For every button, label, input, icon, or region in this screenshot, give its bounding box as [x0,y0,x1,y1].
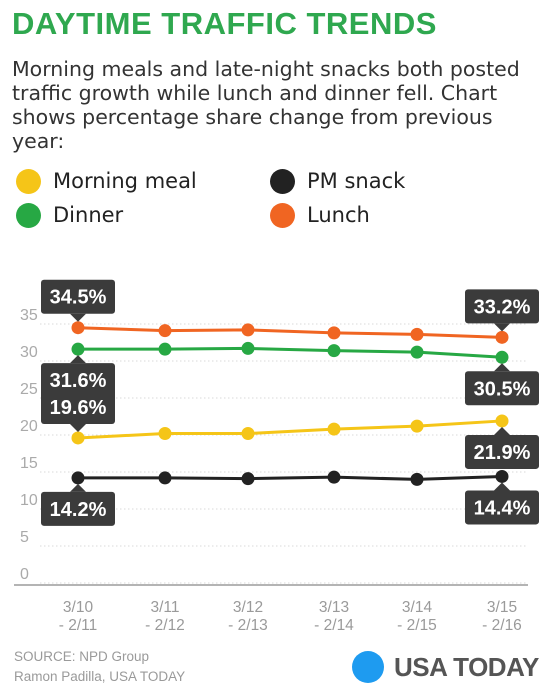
legend: Morning meal PM snack Dinner Lunch [16,166,536,236]
callout-morning-meal-5-pointer [494,426,510,435]
callout-dinner-0-pointer [70,355,86,364]
callout-pm-snack-5-label: 14.4% [474,497,531,519]
line-chart: 0 5 10 15 20 25 30 35 3/10- 2/11 3/11- 2/12 3/12- … [14,279,539,634]
data-point-morning-meal-3 [327,422,341,436]
callout-pm-snack-5-box [465,490,539,525]
callout-dinner-5-box [465,371,539,406]
data-point-lunch-2 [241,323,255,337]
data-point-dinner-0 [71,342,85,356]
legend-item-lunch: Lunch [270,200,370,230]
data-point-dinner-1 [158,342,172,356]
callout-lunch-0-box [41,279,115,314]
legend-label-lunch: Lunch [307,203,370,227]
data-point-lunch-0 [71,321,85,335]
callout-pm-snack-5: 14.4% [465,482,539,525]
source-credit: SOURCE: NPD Group Ramon Padilla, USA TOD… [14,647,185,687]
brand-text: USA TODAY [394,651,539,682]
callout-lunch-0-label: 34.5% [50,287,107,309]
callout-dinner-5-label: 30.5% [474,378,531,400]
data-point-morning-meal-1 [158,427,172,441]
callout-morning-meal-0-box [41,389,115,424]
data-point-morning-meal-0 [71,431,85,445]
x-tick-label-4: 3/14- 2/15 [397,599,437,634]
y-tick-label-15: 15 [20,455,38,472]
y-tick-label-10: 10 [20,492,38,509]
y-tick-label-5: 5 [20,529,29,546]
series-line-lunch [77,326,503,339]
y-tick-label-35: 35 [20,307,38,324]
x-tick-label-3: 3/13- 2/14 [314,599,354,634]
data-point-pm-snack-5 [495,469,509,483]
brand-logo: USA TODAY [352,651,539,683]
callout-morning-meal-0-pointer [70,423,86,432]
callout-lunch-5: 33.2% [465,289,539,332]
y-tick-label-30: 30 [20,344,38,361]
callout-morning-meal-5: 21.9% [465,426,539,469]
series-line-morning-meal [77,419,503,440]
data-point-dinner-2 [241,341,255,355]
data-point-lunch-5 [495,330,509,344]
callout-dinner-5-pointer [494,363,510,372]
callout-lunch-5-box [465,289,539,324]
chart-subtitle: Morning meals and late-night snacks both… [12,57,520,153]
legend-swatch-lunch [270,202,295,228]
y-tick-label-20: 20 [20,418,38,435]
source-text: SOURCE: NPD Group [14,649,150,664]
data-point-lunch-3 [327,326,341,340]
x-tick-label-2: 3/12- 2/13 [228,599,268,634]
legend-label-dinner: Dinner [53,203,124,227]
legend-label-pm-snack: PM snack [307,169,406,193]
callout-dinner-5: 30.5% [465,363,539,406]
data-point-dinner-3 [327,344,341,358]
callout-morning-meal-0-label: 19.6% [50,397,107,419]
callout-dinner-0-box [41,363,115,398]
chart-title: DAYTIME TRAFFIC TRENDS [12,6,437,41]
data-point-dinner-5 [495,350,509,364]
brand-dot-icon [352,651,384,683]
data-point-dinner-4 [410,345,424,359]
data-point-morning-meal-5 [495,414,509,428]
callout-pm-snack-5-pointer [494,482,510,491]
y-tick-label-25: 25 [20,381,38,398]
callout-morning-meal-0: 19.6% [41,389,115,432]
series-line-dinner [78,346,503,359]
callout-morning-meal-5-label: 21.9% [474,442,531,464]
x-tick-label-5: 3/15- 2/16 [482,599,522,634]
data-point-pm-snack-2 [241,472,255,486]
legend-item-pm-snack: PM snack [270,166,405,196]
data-point-morning-meal-4 [410,419,424,433]
legend-item-dinner: Dinner [16,200,123,230]
y-tick-label-0: 0 [20,566,29,583]
data-point-morning-meal-2 [241,427,255,441]
callout-pm-snack-0: 14.2% [41,483,115,526]
legend-label-morning-meal: Morning meal [53,169,197,193]
legend-swatch-pm-snack [270,168,295,194]
callout-lunch-5-pointer [494,323,510,332]
callout-pm-snack-0-box [41,491,115,526]
data-point-pm-snack-1 [158,471,172,485]
legend-item-morning-meal: Morning meal [16,166,197,196]
callout-lunch-5-label: 33.2% [474,296,531,318]
data-point-pm-snack-4 [410,472,424,486]
data-point-pm-snack-3 [327,470,341,484]
callout-pm-snack-0-label: 14.2% [50,499,107,521]
callout-pm-snack-0-pointer [70,483,86,492]
callout-lunch-0-pointer [70,313,86,322]
callout-dinner-0: 31.6% [41,355,115,398]
x-tick-label-0: 3/10- 2/11 [59,599,98,634]
callout-morning-meal-5-box [465,434,539,469]
callout-dinner-0-label: 31.6% [50,370,107,392]
legend-swatch-morning-meal [16,168,41,194]
data-point-pm-snack-0 [71,471,85,485]
legend-swatch-dinner [16,202,41,228]
data-point-lunch-1 [158,324,172,338]
credit-text: Ramon Padilla, USA TODAY [14,669,186,684]
series-line-pm-snack [78,474,503,481]
callout-lunch-0: 34.5% [41,279,115,322]
x-tick-label-1: 3/11- 2/12 [145,599,185,634]
data-point-lunch-4 [410,327,424,341]
